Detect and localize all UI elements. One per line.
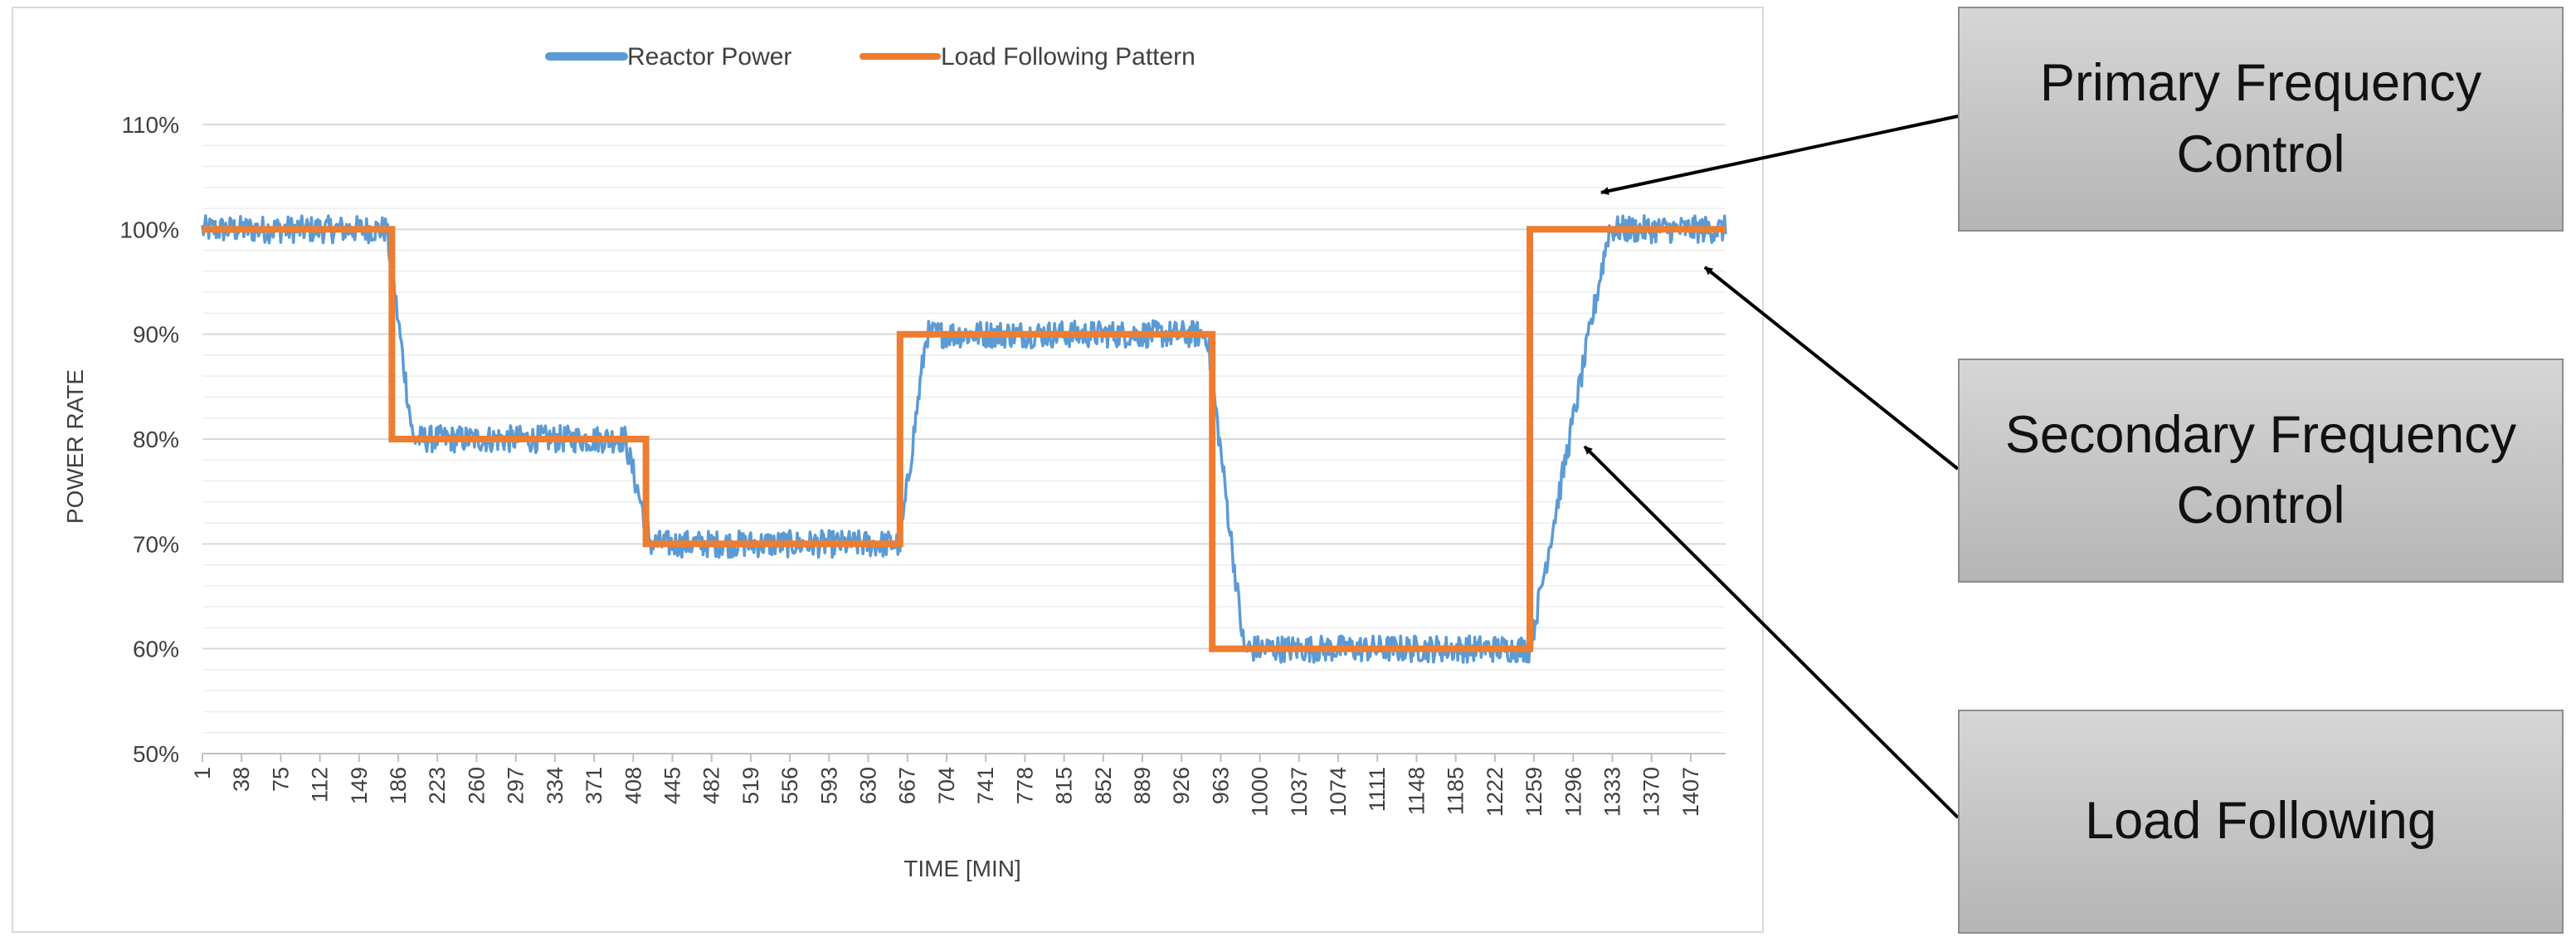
x-tick-label: 1000 (1248, 767, 1273, 817)
x-tick-label: 223 (425, 767, 450, 804)
x-tick-label: 556 (777, 767, 802, 804)
x-tick-label: 1407 (1678, 767, 1703, 817)
y-tick-label: 90% (133, 322, 179, 348)
chart-frame (12, 7, 1764, 933)
x-tick-label: 334 (543, 767, 567, 804)
x-tick-label: 75 (268, 767, 293, 792)
x-tick-label: 408 (621, 767, 645, 804)
x-tick-label: 1222 (1483, 767, 1507, 817)
primary-frequency-control-callout: Primary Frequency Control (1958, 7, 2564, 232)
x-tick-label: 1259 (1522, 767, 1546, 817)
y-tick-label: 50% (133, 741, 179, 767)
legend-label: Load Following Pattern (941, 43, 1195, 71)
x-tick-label: 1111 (1365, 767, 1390, 812)
x-tick-label: 1074 (1326, 767, 1351, 817)
x-tick-label: 778 (1012, 767, 1037, 804)
x-tick-label: 1296 (1561, 767, 1585, 817)
callout-label: Primary Frequency Control (2039, 54, 2482, 183)
x-tick-label: 260 (464, 767, 489, 804)
x-tick-label: 149 (347, 767, 372, 804)
y-tick-label: 100% (119, 217, 179, 242)
x-tick-label: 297 (504, 767, 528, 804)
x-tick-label: 704 (934, 767, 959, 804)
series-line-load-following-pattern (202, 226, 1726, 652)
x-tick-label: 926 (1169, 767, 1194, 804)
load-following-callout: Load Following (1958, 710, 2564, 934)
x-tick-label: 1185 (1444, 767, 1468, 815)
callout-label: Load Following (2085, 792, 2437, 851)
y-axis-title: POWER RATE (62, 369, 88, 524)
y-tick-label: 70% (133, 531, 179, 557)
callout-label: Secondary Frequency Control (2004, 405, 2517, 534)
x-tick-label: 852 (1091, 767, 1116, 804)
y-tick-label: 80% (133, 427, 179, 452)
primary-frequency-arrow (1600, 115, 1959, 196)
x-tick-label: 1370 (1639, 767, 1664, 817)
x-tick-label: 1037 (1287, 767, 1312, 817)
x-tick-label: 371 (582, 767, 606, 804)
x-tick-label: 667 (895, 767, 920, 804)
x-tick-label: 815 (1052, 767, 1077, 804)
load-following-arrow (1583, 445, 1960, 819)
x-tick-label: 38 (229, 767, 254, 792)
x-tick-label: 1148 (1404, 767, 1429, 815)
x-tick-label: 630 (856, 767, 881, 804)
secondary-frequency-arrow (1703, 266, 1960, 471)
y-tick-label: 60% (133, 637, 179, 662)
x-tick-label: 482 (699, 767, 724, 804)
x-tick-label: 1 (190, 767, 215, 779)
legend-label: Reactor Power (627, 43, 791, 71)
x-tick-label: 1333 (1600, 767, 1624, 817)
x-tick-label: 186 (386, 767, 411, 804)
x-axis-title: TIME [MIN] (903, 856, 1021, 881)
x-tick-label: 593 (816, 767, 841, 804)
x-tick-label: 889 (1130, 767, 1155, 804)
x-tick-label: 445 (660, 767, 684, 804)
x-tick-label: 741 (973, 767, 998, 804)
x-tick-label: 519 (738, 767, 763, 804)
y-tick-label: 110% (121, 112, 179, 138)
x-tick-label: 963 (1208, 767, 1233, 804)
x-tick-label: 112 (308, 767, 333, 803)
secondary-frequency-control-callout: Secondary Frequency Control (1958, 359, 2564, 583)
